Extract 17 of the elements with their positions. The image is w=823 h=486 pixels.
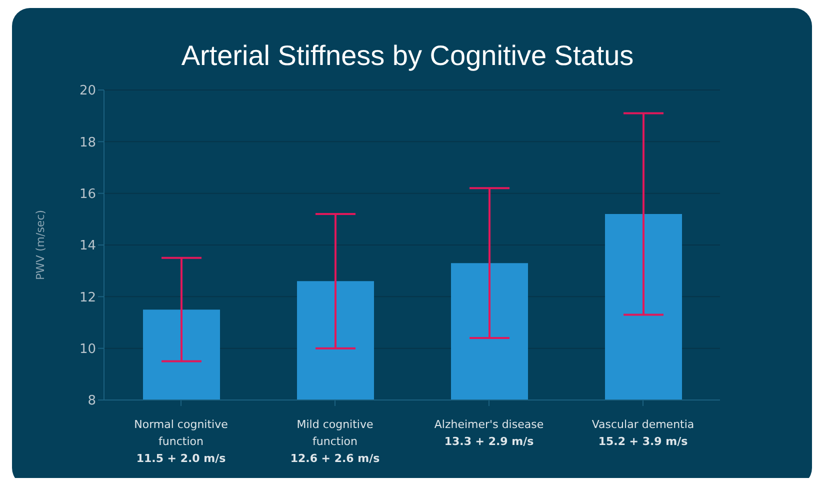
y-tick-label: 20	[79, 84, 96, 99]
y-tick-label: 8	[88, 394, 96, 409]
y-tick-label: 18	[79, 135, 96, 150]
text: 13.3 + 2.9 m/s	[444, 435, 534, 448]
y-tick-label: 10	[79, 342, 96, 357]
text: 11.5 + 2.0 m/s	[136, 452, 226, 465]
x-tick-label: Vascular dementia	[592, 418, 694, 431]
y-axis-title: PWV (m/sec)	[34, 210, 47, 280]
text: 12.6 + 2.6 m/s	[290, 452, 380, 465]
x-tick-label: Alzheimer's disease	[434, 418, 544, 431]
y-tick-label: 14	[79, 238, 96, 254]
x-tick-label: Mild cognitive function	[296, 418, 374, 448]
text: 15.2 + 3.9 m/s	[598, 435, 688, 448]
chart-title: Arterial Stiffness by Cognitive Status	[180, 40, 635, 72]
y-tick-label: 12	[79, 290, 96, 306]
x-tick-label: Normal cognitive function	[134, 418, 228, 448]
y-tick-label: 16	[79, 186, 96, 202]
